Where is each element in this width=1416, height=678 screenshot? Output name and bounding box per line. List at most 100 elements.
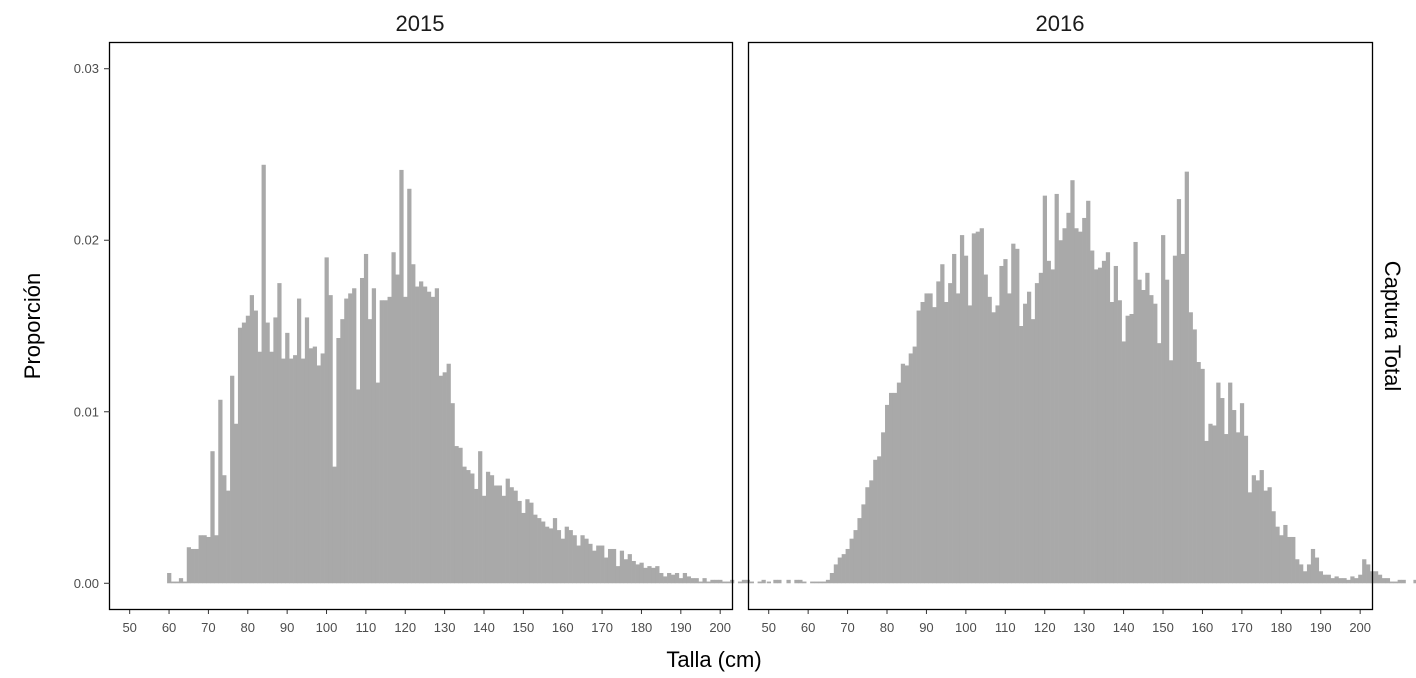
x-tick-label-2016-110: 110 (995, 620, 1016, 635)
bar-2016-68 (837, 557, 842, 584)
bar-2016-99 (959, 235, 965, 584)
x-tick-label-2015-60: 60 (162, 620, 176, 635)
bar-2015-111 (367, 319, 373, 584)
bar-2015-146 (505, 478, 510, 584)
x-tick-label-2015-50: 50 (122, 620, 136, 635)
bar-2015-104 (340, 319, 345, 584)
bar-2015-153 (533, 514, 538, 584)
y-axis: 0.00 0.01 0.02 0.03 (74, 61, 110, 591)
bar-2015-99 (320, 353, 325, 584)
panel-border-2016 (747, 41, 1374, 611)
bar-2016-125 (1062, 228, 1067, 584)
bar-2015-177 (627, 554, 632, 584)
bar-2015-79 (241, 322, 247, 584)
bar-2016-165 (1220, 398, 1225, 584)
bar-2015-80 (245, 315, 251, 584)
bar-2015-178 (631, 560, 636, 584)
bar-2015-144 (497, 485, 503, 584)
bar-2016-152 (1168, 360, 1174, 584)
bar-2015-197 (706, 581, 711, 584)
bar-2015-124 (419, 281, 424, 584)
bar-2016-138 (1113, 265, 1118, 584)
bar-2016-61 (810, 581, 815, 584)
bar-2016-124 (1058, 240, 1063, 584)
bar-2016-106 (987, 296, 992, 584)
bar-2015-190 (678, 578, 684, 584)
x-axis-ticks-2015: 50 60 70 80 90 100 110 120 130 140 150 160 170 180 190… (122, 609, 731, 635)
panel-border-2015 (108, 41, 734, 611)
bar-2016-118 (1034, 283, 1040, 584)
bar-2015-165 (580, 535, 585, 584)
bar-2016-88 (916, 310, 921, 584)
bar-2015-83 (257, 351, 262, 584)
bar-2015-137 (470, 473, 475, 584)
bar-2016-86 (908, 353, 913, 584)
bar-2015-73 (218, 399, 223, 584)
bar-2016-57 (794, 579, 799, 584)
bar-2016-205 (1377, 574, 1383, 584)
x-tick-label-2015-170: 170 (591, 620, 613, 635)
bar-2016-207 (1385, 578, 1391, 584)
bar-2016-210 (1397, 579, 1402, 584)
bar-2016-65 (825, 579, 831, 584)
bar-2016-50 (766, 581, 771, 584)
bar-2015-120 (403, 296, 408, 584)
bar-2015-195 (698, 581, 703, 584)
bar-2016-172 (1247, 492, 1253, 584)
x-tick-label-2016-160: 160 (1192, 620, 1214, 635)
bar-2015-110 (363, 253, 369, 584)
bar-2015-101 (328, 295, 333, 584)
bar-2015-179 (635, 564, 640, 584)
bar-2016-193 (1330, 578, 1335, 584)
bar-2015-152 (529, 502, 534, 584)
bar-2016-79 (881, 432, 886, 584)
bar-2015-173 (611, 548, 617, 584)
bar-2015-138 (474, 488, 479, 584)
bar-2015-135 (462, 466, 467, 584)
x-tick-label-2016-200: 200 (1349, 620, 1371, 635)
bar-2015-86 (269, 351, 274, 584)
bar-2016-214 (1413, 579, 1416, 584)
bar-2016-114 (1019, 326, 1024, 584)
bar-2016-81 (888, 392, 894, 584)
bar-2015-114 (379, 300, 384, 584)
bar-2015-92 (293, 355, 298, 584)
bar-2015-72 (214, 535, 219, 584)
bar-2016-64 (821, 581, 827, 584)
bar-2015-183 (651, 567, 656, 584)
bar-2015-168 (592, 550, 597, 584)
bar-2016-135 (1101, 260, 1107, 584)
bar-2016-158 (1192, 329, 1197, 584)
x-tick-label-2015-200: 200 (709, 620, 731, 635)
bar-2016-101 (967, 305, 973, 584)
bar-2016-180 (1279, 535, 1284, 584)
bar-2016-62 (814, 581, 819, 584)
x-tick-label-2015-190: 190 (670, 620, 692, 635)
x-tick-label-2015-160: 160 (552, 620, 574, 635)
bar-2015-116 (387, 296, 392, 584)
bar-2015-82 (253, 310, 258, 584)
bar-2016-76 (869, 480, 874, 584)
bar-2015-158 (552, 518, 558, 584)
bar-2016-141 (1125, 315, 1130, 584)
bar-2016-166 (1224, 434, 1229, 584)
bar-2015-156 (545, 526, 550, 584)
bar-2016-120 (1042, 195, 1047, 584)
bar-2015-142 (489, 475, 495, 584)
bar-2015-106 (348, 293, 353, 584)
bar-2016-168 (1232, 410, 1237, 584)
bar-2016-146 (1145, 272, 1150, 584)
bar-2015-194 (694, 578, 699, 584)
bar-2015-149 (517, 500, 522, 584)
bars-2016 (766, 171, 1416, 584)
bar-2016-198 (1350, 576, 1355, 584)
bar-2016-188 (1310, 548, 1316, 584)
bar-2015-136 (466, 470, 471, 584)
bar-2015-61 (171, 581, 176, 584)
x-tick-label-2015-80: 80 (241, 620, 255, 635)
bar-2016-175 (1259, 470, 1264, 584)
bar-2015-88 (277, 283, 282, 584)
bar-2015-62 (174, 581, 180, 584)
panel-2016: 2016 50 60 70 80 90 100 110 120 130 140 150 160 170 1… (747, 11, 1416, 635)
bar-2016-179 (1275, 526, 1280, 584)
